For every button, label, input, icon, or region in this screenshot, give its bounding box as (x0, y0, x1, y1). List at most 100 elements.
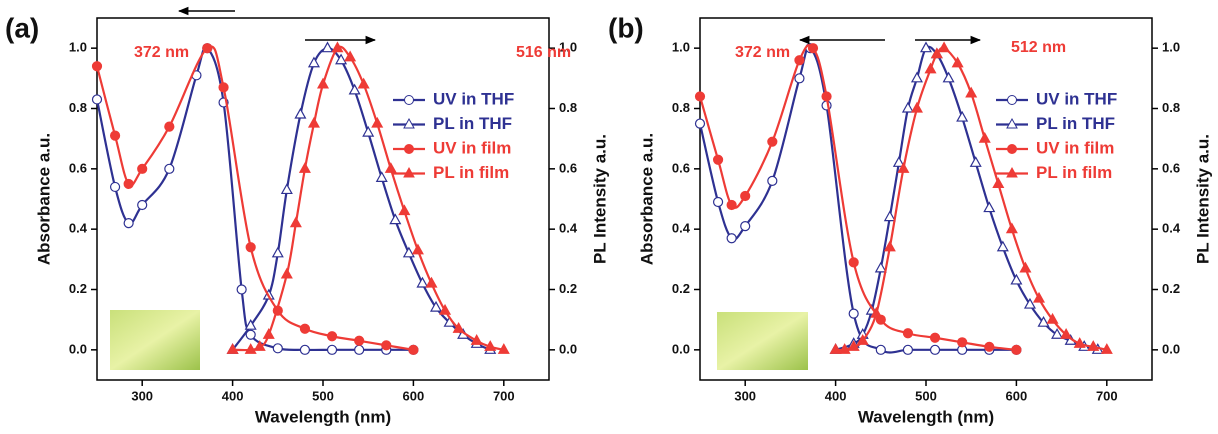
data-point (298, 162, 311, 173)
data-point (1037, 315, 1050, 327)
data-point (326, 344, 338, 355)
data-point (439, 303, 452, 315)
data-point (307, 116, 320, 128)
x-axis-title: Wavelength (nm) (255, 407, 391, 426)
data-point (942, 71, 955, 83)
data-point (389, 213, 402, 225)
data-point (957, 337, 968, 348)
data-point (992, 177, 1005, 189)
panel-label: (a) (5, 12, 39, 43)
data-point (280, 267, 293, 279)
data-point (272, 343, 283, 354)
data-point (1005, 222, 1018, 234)
data-point (452, 321, 465, 333)
x-tick-label: 500 (312, 388, 334, 403)
data-point (137, 199, 148, 211)
data-point (919, 41, 933, 53)
data-point (253, 340, 266, 351)
series-line (95, 46, 414, 352)
data-point (726, 233, 737, 244)
y-tick-label: 0.2 (672, 281, 690, 296)
y2-tick-label: 0.6 (1162, 160, 1180, 175)
legend-marker (1007, 144, 1017, 154)
data-point (1010, 273, 1023, 285)
y2-tick-label: 1.0 (559, 40, 577, 55)
data-point (694, 118, 706, 129)
y2-tick-label: 0.8 (559, 100, 577, 115)
data-point (1087, 340, 1100, 351)
y-tick-label: 0.8 (672, 100, 690, 115)
data-point (712, 154, 724, 165)
data-point (874, 261, 887, 273)
data-point (316, 77, 330, 89)
data-point (164, 163, 175, 174)
data-point (883, 240, 896, 252)
data-point (1073, 337, 1086, 348)
legend-label: PL in THF (433, 114, 512, 133)
data-point (280, 183, 293, 195)
data-point (910, 71, 923, 83)
x-tick-label: 700 (1096, 388, 1118, 403)
legend-label: PL in film (1036, 163, 1112, 182)
data-point (983, 201, 996, 213)
legend-marker (403, 166, 415, 178)
data-point (956, 110, 969, 122)
data-point (984, 341, 995, 352)
data-point (847, 340, 860, 351)
inset-photo (717, 312, 808, 370)
x-tick-label: 500 (915, 388, 937, 403)
data-point (712, 196, 724, 208)
annotation: 372 nm (735, 44, 790, 61)
data-point (807, 43, 819, 54)
data-point (794, 55, 805, 66)
data-point (930, 47, 943, 59)
y2-tick-label: 0.4 (559, 221, 578, 236)
data-point (996, 240, 1009, 252)
data-point (484, 340, 497, 351)
data-point (829, 343, 842, 354)
data-point (870, 306, 883, 318)
data-point (965, 86, 978, 98)
y-tick-label: 1.0 (69, 40, 87, 55)
data-point (726, 199, 737, 211)
data-point (1051, 328, 1064, 339)
data-point (938, 41, 951, 53)
data-point (362, 125, 375, 137)
data-point (398, 204, 411, 216)
legend-label: UV in THF (433, 89, 514, 108)
data-point (1032, 291, 1046, 303)
data-point (123, 178, 134, 190)
data-point (348, 83, 361, 95)
annotation: 372 nm (134, 44, 189, 61)
data-point (924, 62, 937, 74)
legend-label: UV in film (433, 138, 511, 157)
data-point (875, 344, 886, 355)
data-point (109, 181, 121, 193)
data-point (848, 257, 859, 268)
y-axis-title: Absorbance a.u. (637, 133, 656, 265)
data-point (236, 284, 247, 295)
y-tick-label: 1.0 (672, 40, 690, 55)
data-point (838, 343, 851, 354)
y2-tick-label: 0.2 (1162, 281, 1180, 296)
y-tick-label: 0.2 (69, 281, 87, 296)
y-tick-label: 0.6 (69, 160, 87, 175)
data-point (411, 243, 424, 255)
data-point (902, 344, 914, 355)
data-point (902, 328, 914, 339)
data-point (294, 107, 307, 119)
x-tick-label: 300 (131, 388, 153, 403)
data-point (694, 91, 706, 102)
data-point (244, 318, 257, 330)
data-point (470, 334, 483, 345)
data-point (354, 335, 365, 346)
data-point (262, 328, 275, 339)
data-point (354, 344, 365, 355)
data-point (1060, 328, 1073, 339)
data-point (218, 82, 229, 93)
panel: (a) 300 400 500 600 700 0.0 0.2 0.4 0.6 0.8 1.0 0.0 0… (5, 6, 609, 426)
data-point (929, 344, 941, 355)
data-point (137, 163, 148, 174)
data-point (497, 343, 510, 354)
data-point (344, 50, 357, 62)
